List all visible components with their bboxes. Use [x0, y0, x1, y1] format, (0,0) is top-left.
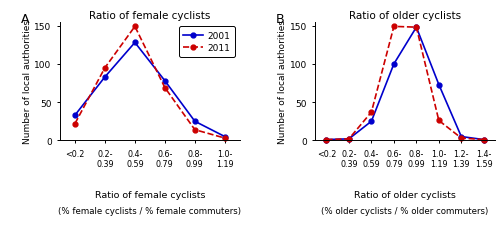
2001	[391, 63, 397, 66]
2011	[102, 67, 108, 70]
2001	[481, 139, 487, 141]
2011	[324, 139, 330, 141]
Line: 2001: 2001	[72, 41, 227, 139]
Legend: 2001, 2011: 2001, 2011	[179, 27, 235, 58]
2011	[414, 27, 420, 29]
Line: 2011: 2011	[324, 25, 486, 142]
Text: Ratio of older cyclists: Ratio of older cyclists	[354, 190, 456, 199]
2001	[324, 139, 330, 141]
2001	[458, 136, 464, 138]
2011	[132, 26, 138, 29]
2001	[132, 42, 138, 45]
2001	[346, 138, 352, 141]
Text: Ratio of female cyclists: Ratio of female cyclists	[94, 190, 205, 199]
2011	[368, 111, 374, 114]
2001	[222, 136, 228, 138]
2001	[192, 120, 198, 123]
Text: (% older cyclists / % older commuters): (% older cyclists / % older commuters)	[322, 206, 488, 215]
2011	[346, 138, 352, 141]
2011	[481, 139, 487, 141]
2011	[222, 137, 228, 140]
Text: A: A	[20, 13, 29, 26]
2001	[102, 76, 108, 79]
Text: B: B	[276, 13, 284, 26]
2001	[72, 114, 78, 117]
2001	[162, 80, 168, 83]
2001	[436, 84, 442, 86]
Line: 2011: 2011	[72, 25, 227, 141]
2011	[72, 123, 78, 125]
Title: Ratio of older cyclists: Ratio of older cyclists	[349, 11, 461, 20]
2001	[368, 120, 374, 123]
Title: Ratio of female cyclists: Ratio of female cyclists	[89, 11, 210, 20]
Line: 2001: 2001	[324, 26, 486, 142]
2001	[414, 27, 420, 29]
2011	[162, 87, 168, 90]
2011	[458, 137, 464, 140]
2011	[192, 129, 198, 131]
Y-axis label: Number of local authorities: Number of local authorities	[22, 20, 32, 143]
2011	[391, 26, 397, 29]
Text: (% female cyclists / % female commuters): (% female cyclists / % female commuters)	[58, 206, 242, 215]
2011	[436, 120, 442, 122]
Y-axis label: Number of local authorities: Number of local authorities	[278, 20, 287, 143]
